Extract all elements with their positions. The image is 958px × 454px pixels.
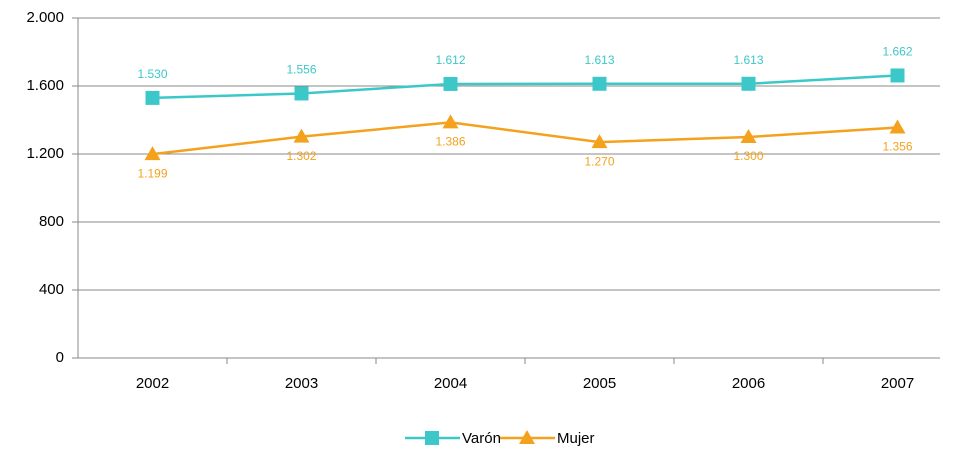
marker [442,114,459,129]
marker [592,76,607,91]
legend-label: Mujer [557,430,595,447]
marker [145,90,160,105]
x-tick-label: 2004 [434,375,467,392]
data-label: 1.356 [882,140,912,154]
marker [293,128,310,143]
x-tick-label: 2007 [881,375,914,392]
data-label: 1.556 [286,63,316,77]
data-label: 1.300 [733,149,763,163]
y-tick-label: 1.200 [26,145,64,162]
marker [144,146,161,161]
marker [591,134,608,149]
marker [443,76,458,91]
x-tick-label: 2006 [732,375,765,392]
data-label: 1.302 [286,149,316,163]
data-label: 1.270 [584,154,614,168]
y-tick-label: 400 [39,281,64,298]
data-label: 1.662 [882,45,912,59]
marker [740,129,757,143]
legend-label: Varón [462,430,501,447]
data-label: 1.199 [137,166,167,180]
marker [890,68,905,83]
data-label: 1.613 [584,53,614,67]
y-tick-label: 800 [39,213,64,230]
data-label: 1.386 [435,135,465,149]
line [152,121,898,156]
x-tick-label: 2005 [583,375,616,392]
data-label: 1.612 [435,53,465,67]
line [152,74,898,100]
y-tick-label: 1.600 [26,77,64,94]
x-tick-label: 2002 [136,375,169,392]
marker [294,86,309,101]
marker [889,119,906,134]
x-tick-label: 2003 [285,375,318,392]
marker [741,76,756,91]
data-label: 1.613 [733,53,763,67]
marker [425,431,439,445]
y-tick-label: 2.000 [26,9,64,26]
data-label: 1.530 [137,67,167,81]
marker [519,430,535,444]
y-tick-label: 0 [56,349,64,366]
